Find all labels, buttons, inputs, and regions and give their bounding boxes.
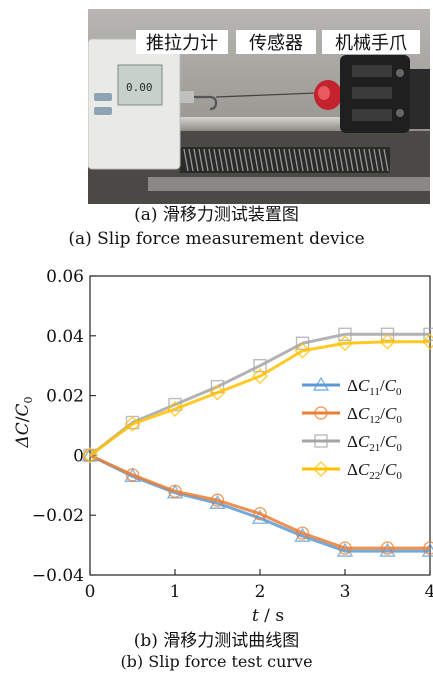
caption-b-chinese: (b) 滑移力测试曲线图 <box>133 631 300 651</box>
data-point <box>252 368 268 385</box>
legend-label: ΔC21/C0 <box>347 432 402 454</box>
label-gauge: 推拉力计 <box>146 33 218 54</box>
data-point <box>82 447 98 464</box>
hook <box>194 95 218 111</box>
legend-label: ΔC11/C0 <box>347 376 402 398</box>
y-axis-label: ΔC/C0 <box>13 396 35 448</box>
slip-force-chart: −0.04 −0.02 0 0.02 0.04 0.06 0 1 2 3 4 t / s ΔC/C0 Δ… <box>13 267 433 626</box>
data-point <box>312 376 330 391</box>
data-point <box>253 507 267 521</box>
data-point <box>209 384 226 401</box>
x-tick-label: 4 <box>425 582 433 602</box>
legend-label: ΔC22/C0 <box>347 460 402 482</box>
data-point <box>251 509 269 524</box>
label-sensor: 传感器 <box>249 33 303 54</box>
sensor <box>314 80 342 110</box>
data-point <box>380 541 395 555</box>
data-point <box>295 526 310 540</box>
data-point <box>423 541 433 555</box>
data-point <box>314 434 328 448</box>
robotic-gripper <box>340 55 430 133</box>
y-tick-label: 0.06 <box>46 267 84 287</box>
data-point <box>167 401 183 418</box>
push-pull-gauge: 0.00 <box>88 38 194 170</box>
y-tick-label: 0 <box>73 446 84 466</box>
label-gripper: 机械手爪 <box>335 33 407 54</box>
caption-a-english: (a) Slip force measurement device <box>68 229 365 249</box>
series-line <box>89 332 430 457</box>
x-tick-label: 3 <box>340 582 351 602</box>
device-photo: 0.00 推拉力计 传感器 机械手爪 <box>88 9 430 204</box>
legend-item-21: ΔC21/C0 <box>302 432 402 454</box>
series-22 <box>82 333 433 464</box>
gauge-readout: 0.00 <box>126 81 153 94</box>
y-tick-label: −0.02 <box>32 506 84 526</box>
ball-screw <box>180 147 390 173</box>
y-tick-label: −0.04 <box>32 566 84 586</box>
series-line <box>89 454 430 550</box>
x-tick-label: 1 <box>170 582 181 602</box>
data-point <box>338 541 352 555</box>
data-point <box>83 448 97 463</box>
legend-item-12: ΔC12/C0 <box>302 404 402 426</box>
data-point <box>313 461 329 477</box>
y-tick-label: 0.04 <box>46 327 84 347</box>
legend-item-11: ΔC11/C0 <box>302 376 402 398</box>
data-point <box>422 333 433 350</box>
data-point <box>336 542 354 557</box>
data-point <box>337 335 353 352</box>
data-point <box>294 342 311 359</box>
data-point <box>379 333 396 350</box>
x-tick-label: 2 <box>255 582 266 602</box>
data-point <box>168 484 182 498</box>
data-point <box>421 542 433 557</box>
x-tick-label: 0 <box>85 582 96 602</box>
caption-a-chinese: (a) 滑移力测试装置图 <box>134 205 299 225</box>
caption-b-english: (b) Slip force test curve <box>120 652 313 671</box>
x-axis-label: t / s <box>252 606 284 626</box>
legend-label: ΔC12/C0 <box>347 404 402 426</box>
data-point <box>253 358 267 373</box>
data-point <box>125 468 140 482</box>
series-12 <box>83 448 433 555</box>
pull-wire <box>215 92 317 98</box>
data-point <box>210 493 225 507</box>
data-point <box>314 406 328 420</box>
legend-item-22: ΔC22/C0 <box>302 460 402 482</box>
data-point <box>338 327 352 342</box>
y-tick-label: 0.02 <box>46 387 84 407</box>
data-point <box>124 416 141 432</box>
photo-labels: 推拉力计 传感器 机械手爪 <box>136 30 420 54</box>
series-line <box>89 340 430 457</box>
data-point <box>379 542 396 557</box>
